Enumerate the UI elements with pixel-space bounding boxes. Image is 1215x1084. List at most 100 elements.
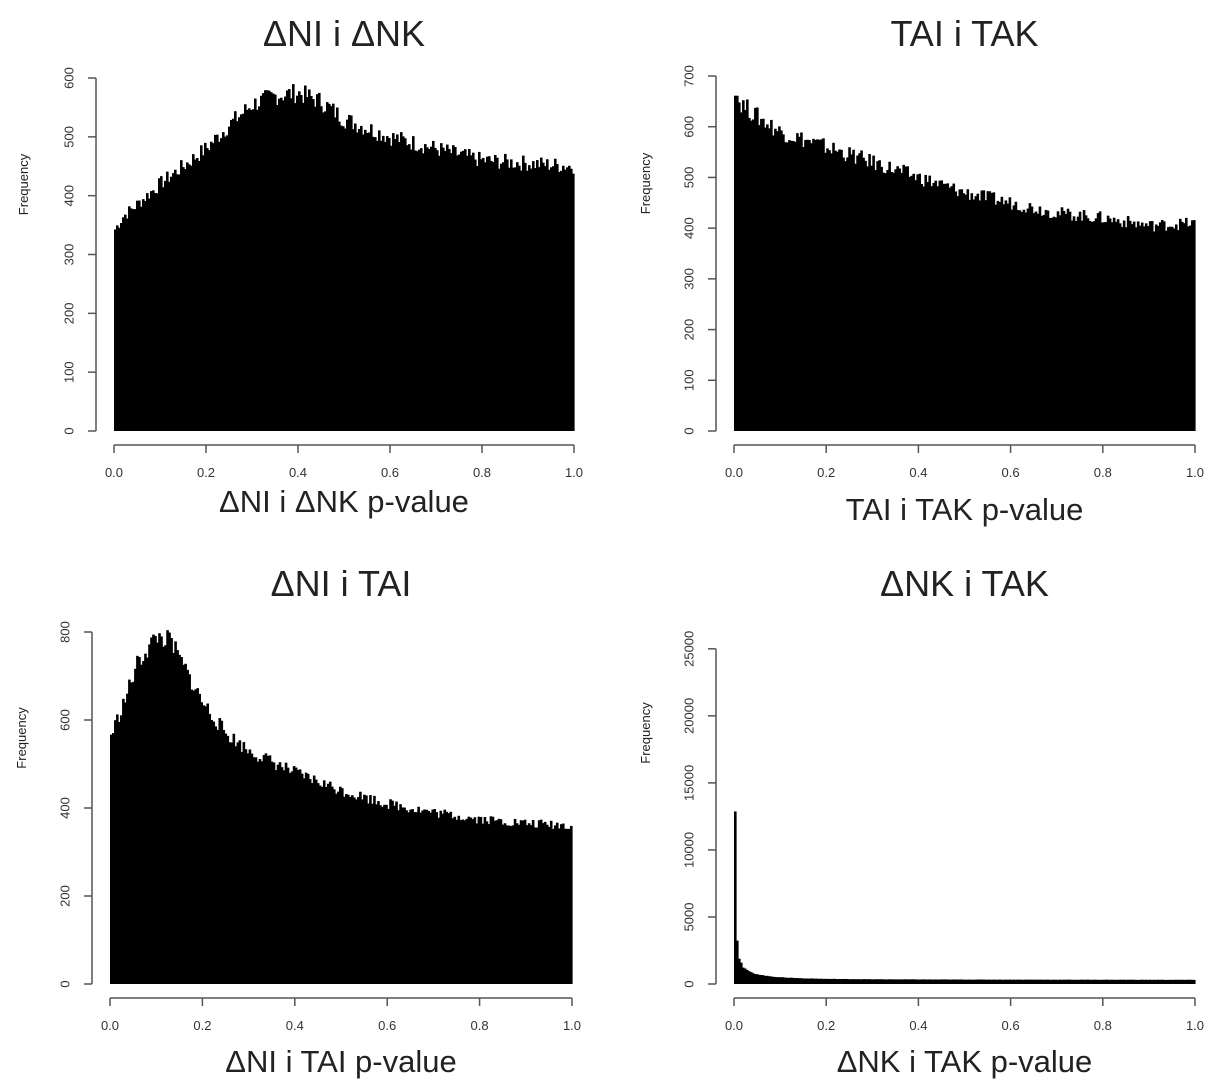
histogram-bar bbox=[954, 979, 958, 984]
histogram-bar bbox=[914, 979, 917, 984]
histogram-bar bbox=[470, 155, 473, 431]
y-tick-label: 400 bbox=[681, 217, 696, 239]
histogram-bar bbox=[804, 978, 807, 984]
histogram-bars bbox=[734, 811, 1196, 984]
chart-panel-1: ΔNI i ΔNK 0.0 0.2 0.4 0.6 0.8 1.0 ΔNI i ΔNK p-v… bbox=[16, 13, 583, 519]
histogram-bar bbox=[924, 174, 928, 431]
histogram-bar bbox=[326, 783, 330, 984]
histogram-bar bbox=[1120, 226, 1124, 431]
histogram-bar bbox=[834, 978, 837, 984]
y-tick-label: 15000 bbox=[681, 765, 696, 801]
histogram-bar bbox=[336, 791, 340, 984]
histogram-bar bbox=[314, 779, 318, 984]
x-tick-label: 0.6 bbox=[1002, 465, 1020, 480]
histogram-bar bbox=[1186, 226, 1190, 431]
histogram-bar bbox=[748, 117, 751, 432]
histogram-bar bbox=[134, 668, 137, 984]
histogram-bar bbox=[1128, 979, 1132, 984]
histogram-bar bbox=[872, 979, 875, 984]
histogram-bar bbox=[459, 820, 463, 984]
histogram-bar bbox=[288, 89, 291, 431]
histogram-bar bbox=[930, 186, 934, 431]
histogram-bar bbox=[746, 99, 749, 431]
histogram-bar bbox=[112, 733, 115, 984]
histogram-bar bbox=[938, 180, 942, 431]
histogram-bar bbox=[834, 150, 837, 432]
histogram-bar bbox=[448, 148, 451, 431]
histogram-bar bbox=[1100, 222, 1104, 431]
histogram-bar bbox=[369, 795, 372, 984]
histogram-bar bbox=[1128, 220, 1132, 431]
histogram-bar bbox=[156, 642, 159, 984]
histogram-bar bbox=[268, 755, 272, 984]
histogram-bar bbox=[1040, 979, 1044, 984]
histogram-bar bbox=[292, 84, 295, 431]
x-tick-label: 0.4 bbox=[286, 1018, 304, 1033]
histogram-bar bbox=[478, 151, 481, 431]
histogram-bar bbox=[316, 783, 320, 984]
histogram-bar bbox=[1080, 979, 1084, 984]
histogram-bar bbox=[974, 979, 978, 984]
histogram-bar bbox=[266, 755, 270, 984]
y-tick-label: 20000 bbox=[681, 698, 696, 734]
histogram-bar bbox=[1026, 979, 1030, 984]
histogram-bar bbox=[429, 812, 432, 984]
histogram-bar bbox=[334, 793, 338, 984]
histogram-bar bbox=[984, 200, 988, 431]
histogram-bar bbox=[906, 166, 909, 431]
histogram-bar bbox=[432, 140, 435, 431]
histogram-bar bbox=[456, 155, 459, 431]
x-tick-label: 0.0 bbox=[105, 465, 123, 480]
histogram-bar bbox=[362, 134, 365, 431]
histogram-bar bbox=[393, 805, 396, 984]
y-axis-label: Frequency bbox=[16, 153, 31, 215]
histogram-bar bbox=[816, 139, 819, 432]
histogram-bar bbox=[766, 975, 769, 984]
histogram-bar bbox=[1114, 221, 1118, 431]
histogram-bar bbox=[862, 979, 865, 984]
histogram-bar bbox=[894, 169, 897, 432]
histogram-bar bbox=[126, 693, 129, 984]
histogram-bar bbox=[457, 815, 461, 984]
histogram-bar bbox=[266, 90, 269, 432]
histogram-bar bbox=[1084, 215, 1088, 431]
histogram-bar bbox=[122, 217, 125, 431]
histogram-bar bbox=[278, 762, 282, 984]
histogram-bar bbox=[564, 169, 567, 431]
histogram-bar bbox=[391, 800, 394, 984]
histogram-bar bbox=[244, 749, 248, 984]
histogram-bar bbox=[240, 751, 244, 984]
histogram-bar bbox=[978, 979, 982, 984]
histogram-bar bbox=[976, 193, 980, 431]
histogram-bar bbox=[206, 703, 210, 984]
histogram-bar bbox=[298, 91, 301, 431]
histogram-bar bbox=[549, 820, 553, 984]
histogram-bar bbox=[438, 155, 441, 431]
histogram-bar bbox=[950, 979, 954, 984]
histogram-bar bbox=[170, 638, 173, 984]
x-tick-label: 0.4 bbox=[909, 1018, 927, 1033]
histogram-bar bbox=[428, 148, 431, 431]
histogram-bar bbox=[116, 714, 119, 984]
histogram-bar bbox=[182, 664, 185, 984]
histogram-bar bbox=[146, 657, 149, 984]
histogram-bar bbox=[746, 969, 749, 984]
histogram-bar bbox=[790, 140, 793, 431]
histogram-bar bbox=[928, 979, 932, 984]
histogram-bar bbox=[1146, 979, 1150, 984]
histogram-bar bbox=[226, 735, 230, 984]
histogram-bar bbox=[1170, 979, 1174, 984]
histogram-bar bbox=[493, 820, 497, 984]
y-tick-label: 10000 bbox=[681, 832, 696, 868]
x-axis-label: TAI i TAK p-value bbox=[846, 492, 1084, 527]
histogram-bar bbox=[846, 979, 849, 984]
histogram-bar bbox=[118, 721, 121, 984]
histogram-bar bbox=[276, 104, 279, 431]
histogram-bar bbox=[461, 819, 465, 984]
x-axis: 0.0 0.2 0.4 0.6 0.8 1.0 bbox=[725, 997, 1204, 1033]
histogram-bar bbox=[519, 820, 523, 984]
histogram-bar bbox=[258, 106, 261, 431]
histogram-bar bbox=[182, 167, 185, 432]
histogram-bar bbox=[364, 129, 367, 431]
histogram-bar bbox=[890, 979, 893, 984]
